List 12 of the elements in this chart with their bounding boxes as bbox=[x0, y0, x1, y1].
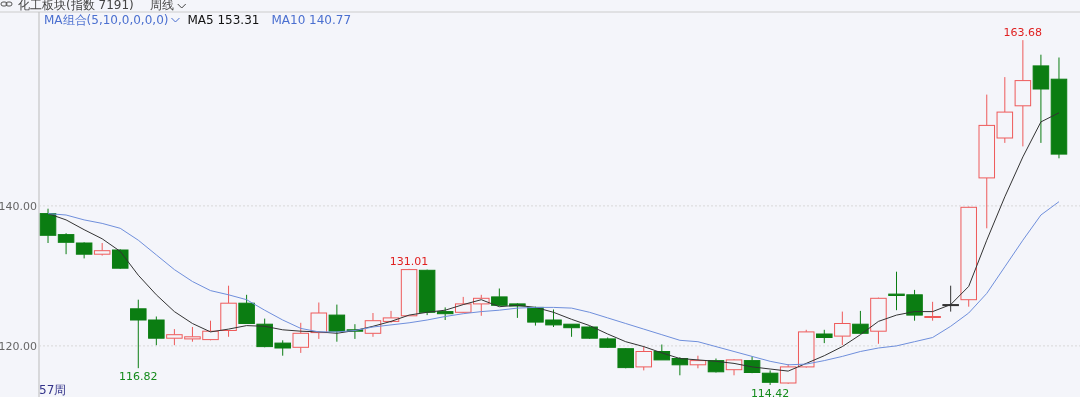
annotation: 163.68 bbox=[1003, 26, 1043, 40]
annotation: 57周 bbox=[39, 383, 67, 397]
text: MA10 140.77 bbox=[271, 13, 352, 27]
annotation: 131.01 bbox=[389, 254, 429, 268]
legend-title: MA组合(5,10,0,0,0,0) bbox=[44, 13, 169, 27]
annotation: 114.42 bbox=[750, 386, 790, 397]
annotation: 116.82 bbox=[119, 370, 158, 384]
chart-subtitle: 周线 bbox=[149, 0, 174, 12]
y-tick-label: 120.00 bbox=[0, 339, 37, 353]
text: MA5 153.31 bbox=[187, 13, 260, 27]
y-tick-label: 140.00 bbox=[0, 199, 37, 213]
chart-title: 化工板块(指数 7191) bbox=[18, 0, 134, 12]
